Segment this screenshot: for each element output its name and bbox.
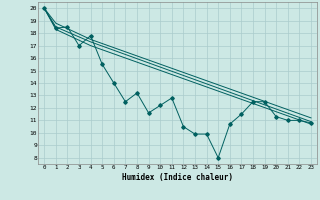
X-axis label: Humidex (Indice chaleur): Humidex (Indice chaleur)	[122, 173, 233, 182]
